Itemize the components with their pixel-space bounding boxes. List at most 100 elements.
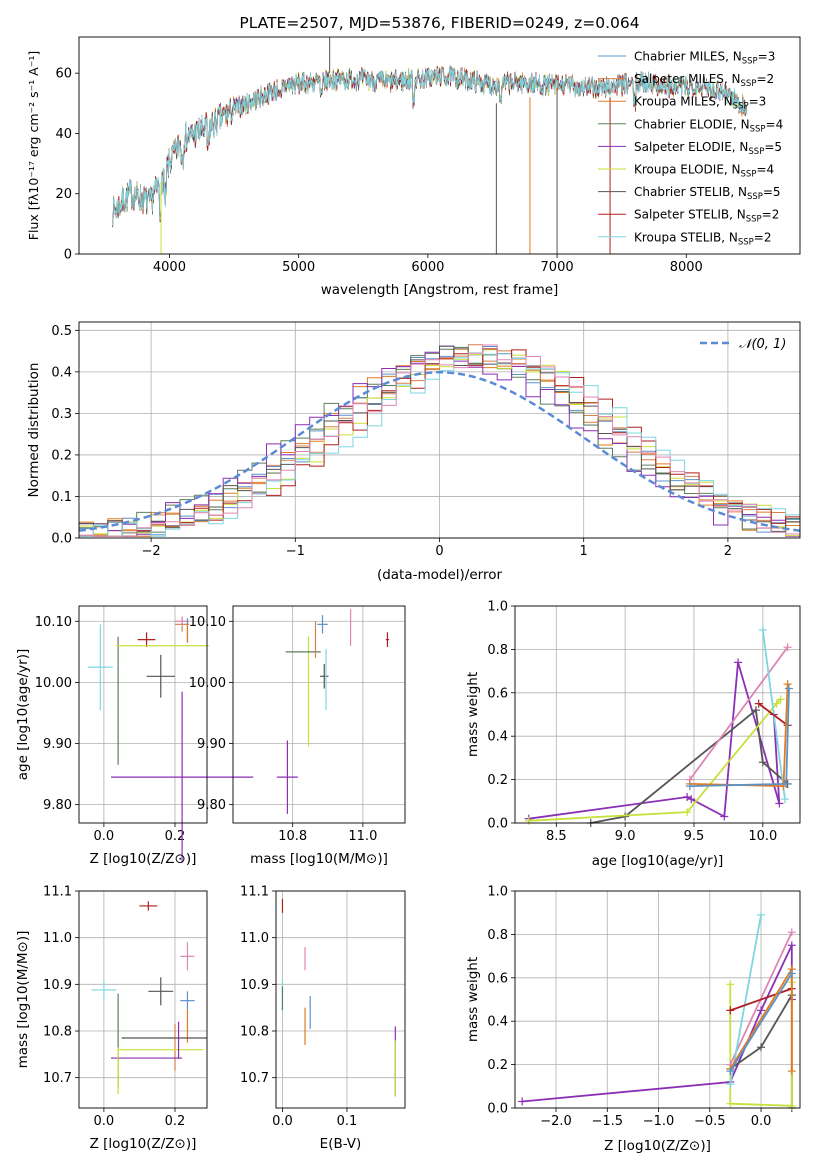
x-tick-label: −2.0 — [540, 1114, 572, 1129]
x-tick-label: 11.0 — [348, 829, 377, 844]
legend-entry: Chabrier ELODIE, NSSP=4 — [634, 117, 783, 134]
legend-entry-subscript: SSP — [733, 102, 749, 112]
normal-legend-label: 𝒩(0, 1) — [739, 337, 786, 352]
x-tick-label: 0.0 — [272, 1114, 293, 1129]
legend-entry-main: Chabrier STELIB, N — [634, 185, 747, 199]
legend-entry-subscript: SSP — [750, 124, 766, 134]
residuals-x-label: (data-model)/error — [377, 567, 503, 583]
legend-entry-tail: =2 — [762, 208, 780, 222]
x-tick-label: −1 — [286, 544, 305, 559]
legend-entry: Salpeter MILES, NSSP=2 — [634, 72, 774, 89]
weight-point-kroupa-elodie — [772, 699, 781, 708]
y-tick-label: 11.0 — [43, 931, 72, 946]
y-tick-label: 0.3 — [51, 407, 72, 422]
y-tick-label: 10.00 — [35, 676, 72, 691]
y-tick-label: 10.9 — [43, 978, 72, 993]
mass_vs_Z-frame — [78, 890, 208, 1109]
y-tick-label: 0.2 — [487, 1058, 508, 1073]
weight-point-kroupa-stelib — [758, 625, 767, 634]
x-tick-label: 0.0 — [94, 1114, 115, 1129]
legend-entry-tail: =4 — [766, 117, 784, 131]
massweight_vs_Z-series — [518, 910, 796, 1112]
mass_vs_ebv-axes: 0.0 0.1 10.7 10.8 10.9 11.0 11.1 — [240, 885, 405, 1129]
legend-entry-tail: =5 — [763, 185, 781, 199]
legend-entry-main: Chabrier ELODIE, N — [634, 117, 750, 131]
legend-entry: Chabrier STELIB, NSSP=5 — [634, 185, 781, 202]
age_vs_Z-x-label: Z [log10(Z/Z⊙)] — [90, 851, 197, 867]
y-tick-label: 0.5 — [51, 324, 72, 339]
y-tick-label: 10.8 — [43, 1025, 72, 1040]
massweight_vs_age-axes: 8.5 9.0 9.5 10.0 0.0 0.2 0.4 0.6 0.8 1.0 — [487, 600, 800, 844]
age_vs_Z-points — [87, 616, 254, 863]
massweight_vs_age-y-label: mass weight — [465, 672, 481, 757]
x-tick-label: −0.5 — [694, 1114, 726, 1129]
age_vs_mass-points — [276, 609, 390, 814]
legend-entry-tail: =5 — [764, 140, 782, 154]
legend-entry: Kroupa MILES, NSSP=3 — [634, 95, 766, 112]
x-tick-label: 0.0 — [94, 829, 115, 844]
legend-entry-main: Chabrier MILES, N — [634, 50, 742, 64]
weight-line-salpeter-stelib — [758, 702, 789, 727]
weight-line-salpeter-stelib — [729, 987, 793, 1012]
weight-point-salpeter-elodie — [757, 1006, 766, 1015]
y-tick-label: 0.0 — [487, 1102, 508, 1117]
weight-point-pink — [783, 643, 792, 652]
weight-point-chabrier-stelib — [757, 1043, 766, 1052]
legend-entry-main: Salpeter STELIB, N — [634, 208, 746, 222]
weight-line-kroupa-elodie — [528, 698, 782, 822]
y-tick-label: 0.6 — [487, 686, 508, 701]
normal-curve — [78, 371, 801, 532]
legend-entry-subscript: SSP — [747, 192, 763, 202]
y-tick-label: 0.4 — [51, 365, 72, 380]
legend-entry-tail: =4 — [756, 163, 774, 177]
massweight_vs_age-x-label: age [log10(age/yr)] — [592, 853, 724, 869]
y-tick-label: 0.4 — [487, 730, 508, 745]
legend-entry-main: Salpeter ELODIE, N — [634, 140, 748, 154]
mass_vs_ebv-points — [281, 898, 396, 1097]
histogram-salpeter-stelib — [79, 348, 800, 537]
x-tick-label: 0.2 — [165, 1114, 186, 1129]
y-tick-label: 0.8 — [487, 928, 508, 943]
y-tick-label: 9.90 — [197, 737, 226, 752]
weight-point-kroupa-elodie — [683, 808, 692, 817]
weight-point-chabrier-miles — [782, 779, 791, 788]
x-tick-label: 7000 — [541, 260, 574, 275]
weight-point-chabrier-miles — [685, 782, 694, 791]
massweight_vs_Z-x-label: Z [log10(Z/Z⊙)] — [604, 1138, 711, 1154]
y-tick-label: 20 — [55, 187, 72, 202]
weight-point-kroupa-stelib — [726, 1080, 735, 1089]
weight-point-salpeter-elodie — [734, 658, 743, 667]
weight-line-kroupa-stelib — [729, 914, 762, 1085]
y-tick-label: 0.2 — [51, 448, 72, 463]
legend-entry: Kroupa STELIB, NSSP=2 — [634, 230, 772, 247]
weight-point-kroupa-miles — [783, 680, 792, 689]
x-tick-label: 0.1 — [337, 1114, 358, 1129]
histogram-series — [79, 344, 800, 537]
mass_vs_ebv-x-label: E(B-V) — [320, 1136, 362, 1152]
weight-point-salpeter-elodie — [720, 812, 729, 821]
x-tick-label: 0.2 — [165, 829, 186, 844]
residuals-y-label: Normed distribution — [26, 363, 42, 498]
x-tick-label: 9.0 — [615, 829, 636, 844]
y-tick-label: 10.8 — [240, 1025, 269, 1040]
y-tick-label: 10.7 — [240, 1071, 269, 1086]
y-tick-label: 0.6 — [487, 971, 508, 986]
weight-point-chabrier-miles — [726, 1067, 735, 1076]
massweight_vs_Z-axes: −2.0 −1.5 −1.0 −0.5 0.0 0.0 0.2 0.4 0.6 0.8 1.0 — [487, 885, 800, 1129]
age_vs_Z-axes: 0.0 0.2 9.80 9.90 10.00 10.10 — [35, 606, 207, 844]
weight-point-kroupa-elodie — [726, 1099, 735, 1108]
y-tick-label: 0 — [64, 248, 72, 263]
spectrum-x-label: wavelength [Angstrom, rest frame] — [321, 282, 559, 298]
x-tick-label: 5000 — [282, 260, 315, 275]
y-tick-label: 10.7 — [43, 1071, 72, 1086]
residuals-frame — [78, 321, 801, 539]
age_vs_mass-x-label: mass [log10(M/M⊙)] — [250, 851, 388, 867]
spectrum-line-kroupa-stelib — [112, 65, 748, 226]
weight-point-chabrier-miles — [787, 969, 796, 978]
massweight_vs_age-series — [524, 625, 793, 827]
mass_vs_Z-axes: 0.0 0.2 10.7 10.8 10.9 11.0 11.1 — [43, 885, 207, 1129]
weight-point-kroupa-elodie — [524, 816, 533, 825]
y-tick-label: 10.9 — [240, 978, 269, 993]
y-tick-label: 1.0 — [487, 885, 508, 900]
